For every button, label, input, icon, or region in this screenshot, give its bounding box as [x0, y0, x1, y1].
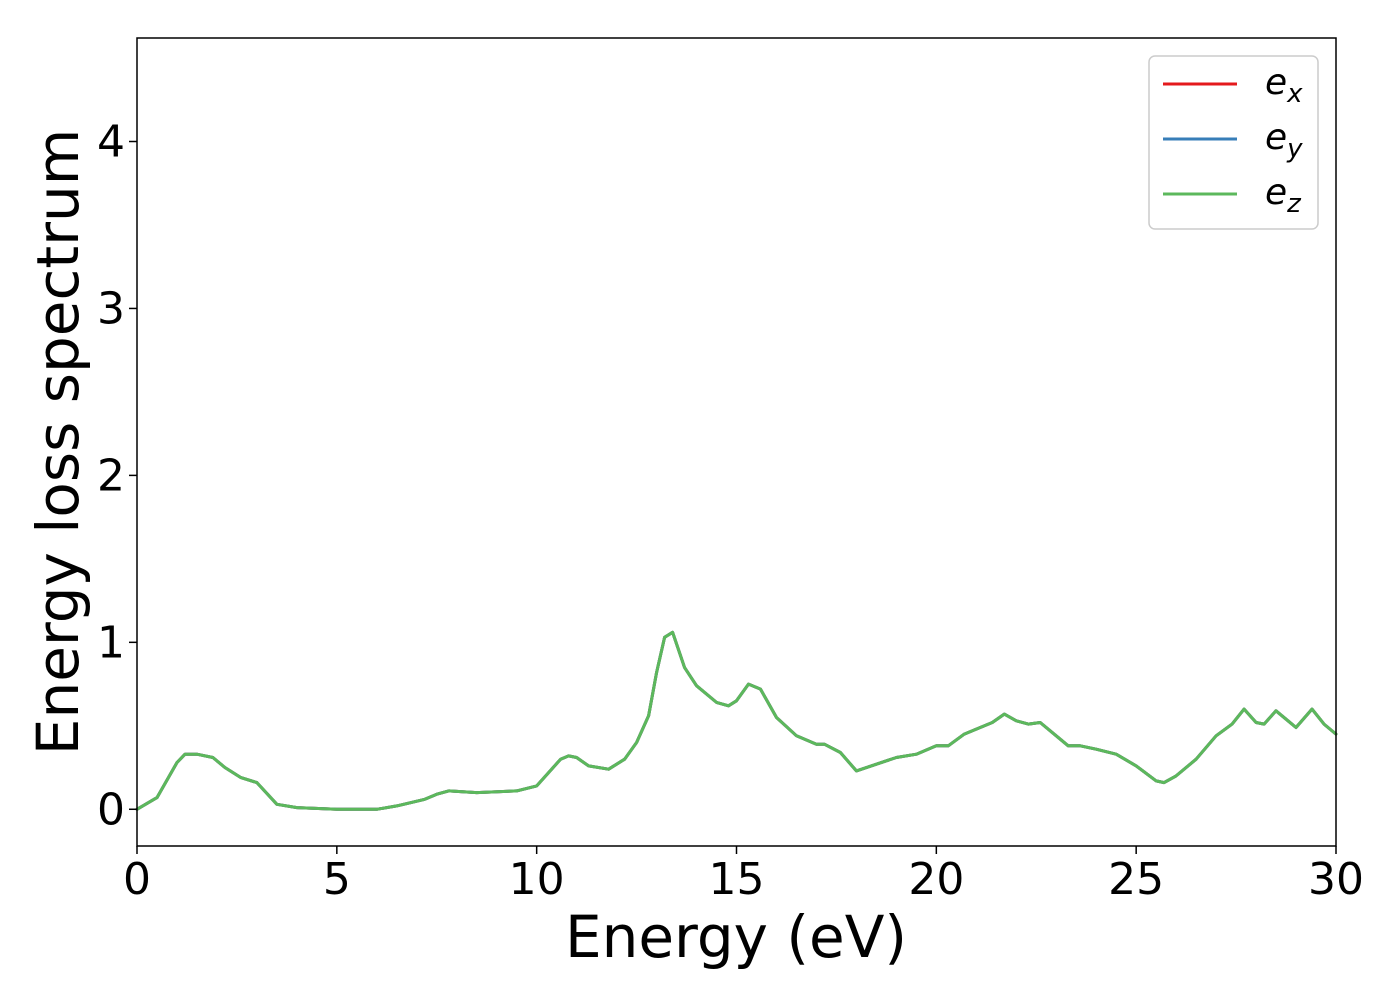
series-line-e-y [135, 630, 1338, 811]
series-line-e-z [135, 630, 1338, 811]
legend-box [1148, 55, 1319, 230]
x-tick-label: 20 [908, 854, 964, 905]
legend-label-e-z: ez [1265, 172, 1302, 219]
x-tick-label: 0 [123, 854, 151, 905]
x-axis-ticks: 0 5 10 15 20 25 30 [123, 846, 1364, 905]
y-tick-label: 1 [97, 617, 125, 668]
x-tick-label: 5 [323, 854, 351, 905]
x-tick-label: 15 [709, 854, 765, 905]
legend-label-e-x: ex [1265, 62, 1303, 109]
y-axis-ticks: 0 1 2 3 4 [97, 117, 137, 835]
series-line-e-x [135, 630, 1338, 811]
y-tick-label: 2 [97, 450, 125, 501]
x-tick-label: 25 [1108, 854, 1164, 905]
y-tick-label: 3 [97, 283, 125, 334]
x-tick-label: 30 [1308, 854, 1364, 905]
legend: ex ey ez [1148, 55, 1319, 230]
y-axis-label: Energy loss spectrum [24, 129, 92, 755]
series-layer [135, 630, 1338, 811]
y-tick-label: 0 [97, 784, 125, 835]
x-tick-label: 10 [509, 854, 565, 905]
legend-label-e-y: ey [1265, 117, 1303, 164]
y-tick-label: 4 [97, 117, 125, 168]
x-axis-label: Energy (eV) [565, 903, 907, 971]
